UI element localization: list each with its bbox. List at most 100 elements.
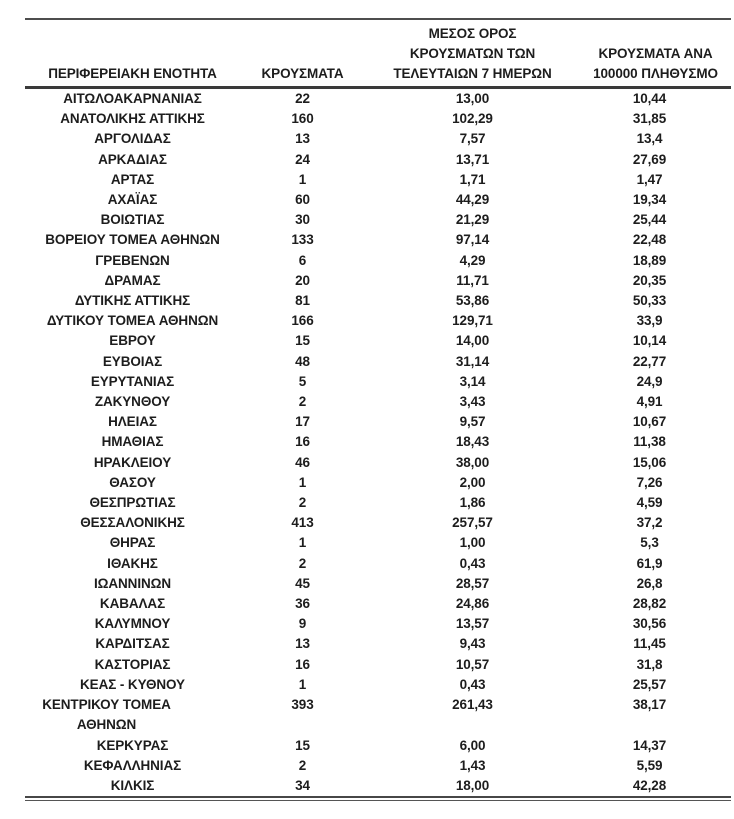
avg-7day-cell: 6,00 <box>459 737 486 753</box>
avg-7day-cell: 0,43 <box>459 555 486 571</box>
per-100k-cell: 27,69 <box>632 151 667 167</box>
cases-cell: 60 <box>295 192 310 208</box>
cases-cell: 45 <box>295 575 310 591</box>
avg-7day-cell: 2,00 <box>459 474 486 490</box>
cases-cell: 20 <box>295 272 310 288</box>
table-row: ΙΘΑΚΗΣ 2 0,43 61,9 <box>25 554 731 574</box>
cases-cell: 160 <box>291 111 314 127</box>
cases-cell: 1 <box>298 676 307 692</box>
cases-cell: 16 <box>295 656 310 672</box>
avg-7day-cell: 10,57 <box>455 656 490 672</box>
avg-7day-cell: 3,14 <box>459 373 486 389</box>
table-row: ΚΑΣΤΟΡΙΑΣ 16 10,57 31,8 <box>25 655 731 675</box>
table-row: ΔΥΤΙΚΟΥ ΤΟΜΕΑ ΑΘΗΝΩΝ 166 129,71 33,9 <box>25 311 731 331</box>
avg-7day-cell: 38,00 <box>455 454 490 470</box>
table-row: ΚΑΛΥΜΝΟΥ 9 13,57 30,56 <box>25 614 731 634</box>
cases-cell: 6 <box>298 252 307 268</box>
cases-cell: 15 <box>295 737 310 753</box>
cases-cell: 2 <box>298 555 307 571</box>
per-100k-cell: 13,4 <box>636 131 663 147</box>
table-row: ΗΛΕΙΑΣ 17 9,57 10,67 <box>25 412 731 432</box>
region-name-cell: ΑΧΑΪΑΣ <box>107 192 158 208</box>
cases-cell: 34 <box>295 777 310 793</box>
avg-7day-cell: 13,71 <box>455 151 490 167</box>
avg-7day-cell: 257,57 <box>452 515 493 531</box>
per-100k-cell: 7,26 <box>636 474 663 490</box>
per-100k-cell: 10,44 <box>632 91 667 106</box>
table-row: ΑΡΚΑΔΙΑΣ 24 13,71 27,69 <box>25 150 731 170</box>
avg-7day-cell: 28,57 <box>455 575 490 591</box>
region-name-cell: ΑΡΤΑΣ <box>110 171 155 187</box>
region-name-cell: ΚΕΡΚΥΡΑΣ <box>96 737 169 753</box>
cases-cell: 5 <box>298 373 307 389</box>
cases-cell: 2 <box>298 394 307 410</box>
per-100k-cell: 25,57 <box>632 676 667 692</box>
cases-cell: 1 <box>298 535 307 551</box>
column-header-7day-average: ΜΕΣΟΣ ΟΡΟΣ ΚΡΟΥΣΜΑΤΩΝ ΤΩΝ ΤΕΛΕΥΤΑΙΩΝ 7 Η… <box>393 26 552 81</box>
per-100k-cell: 14,37 <box>632 737 667 753</box>
per-100k-cell: 42,28 <box>632 777 667 793</box>
avg-7day-cell: 18,00 <box>455 777 490 793</box>
column-header-cases: ΚΡΟΥΣΜΑΤΑ <box>261 66 344 81</box>
avg-7day-cell: 53,86 <box>455 293 490 309</box>
table-row: ΕΥΡΥΤΑΝΙΑΣ 5 3,14 24,9 <box>25 372 731 392</box>
region-name-cell: ΚΕΦΑΛΛΗΝΙΑΣ <box>83 757 182 773</box>
region-name-cell: ΒΟΙΩΤΙΑΣ <box>100 212 165 228</box>
region-name-cell: ΕΥΒΟΙΑΣ <box>102 353 163 369</box>
table-row: ΙΩΑΝΝΙΝΩΝ 45 28,57 26,8 <box>25 574 731 594</box>
region-name-cell: ΕΥΡΥΤΑΝΙΑΣ <box>90 373 175 389</box>
table-row: ΚΕΑΣ - ΚΥΘΝΟΥ 1 0,43 25,57 <box>25 675 731 695</box>
region-name-cell: ΔΥΤΙΚΗΣ ΑΤΤΙΚΗΣ <box>74 293 191 309</box>
table-row: ΗΜΑΘΙΑΣ 16 18,43 11,38 <box>25 432 731 452</box>
region-name-cell: ΑΡΚΑΔΙΑΣ <box>98 151 167 167</box>
column-header-region: ΠΕΡΙΦΕΡΕΙΑΚΗ ΕΝΟΤΗΤΑ <box>48 66 217 81</box>
cases-cell: 22 <box>295 91 310 106</box>
avg-7day-cell: 13,57 <box>455 616 490 632</box>
column-header-cases-per-100k: ΚΡΟΥΣΜΑΤΑ ΑΝΑ 100000 ΠΛΗΘΥΣΜΟ <box>593 46 718 81</box>
avg-7day-cell: 11,71 <box>456 272 489 288</box>
per-100k-cell: 24,9 <box>636 373 663 389</box>
avg-7day-cell: 261,43 <box>452 697 493 713</box>
cases-cell: 24 <box>295 151 310 167</box>
per-100k-cell: 33,9 <box>636 313 663 329</box>
cases-cell: 46 <box>295 454 310 470</box>
cases-cell: 36 <box>295 596 310 612</box>
cases-cell: 1 <box>298 171 307 187</box>
per-100k-cell: 22,48 <box>632 232 667 248</box>
cases-cell: 48 <box>295 353 310 369</box>
table-bottom-rule <box>25 796 731 802</box>
region-name-cell: ΑΝΑΤΟΛΙΚΗΣ ΑΤΤΙΚΗΣ <box>60 111 205 127</box>
avg-7day-cell: 102,29 <box>452 111 493 127</box>
per-100k-cell: 38,17 <box>632 697 667 713</box>
per-100k-cell: 10,14 <box>632 333 667 349</box>
region-name-cell: ΙΩΑΝΝΙΝΩΝ <box>94 575 171 591</box>
table-row: ΘΗΡΑΣ 1 1,00 5,3 <box>25 533 731 553</box>
per-100k-cell: 5,59 <box>636 757 663 773</box>
avg-7day-cell: 18,43 <box>455 434 490 450</box>
cases-cell: 13 <box>295 636 310 652</box>
region-name-cell: ΔΥΤΙΚΟΥ ΤΟΜΕΑ ΑΘΗΝΩΝ <box>46 313 219 329</box>
per-100k-cell: 4,91 <box>636 394 663 410</box>
per-100k-cell: 11,38 <box>633 434 666 450</box>
table-row: ΑΙΤΩΛΟΑΚΑΡΝΑΝΙΑΣ 22 13,00 10,44 <box>25 89 731 109</box>
per-100k-cell: 30,56 <box>632 616 667 632</box>
avg-7day-cell: 7,57 <box>459 131 486 147</box>
region-name-cell: ΗΛΕΙΑΣ <box>108 414 157 430</box>
cases-cell: 9 <box>298 616 307 632</box>
table-row: ΕΒΡΟΥ 15 14,00 10,14 <box>25 331 731 351</box>
avg-7day-cell: 1,71 <box>459 171 486 187</box>
avg-7day-cell: 97,14 <box>455 232 490 248</box>
table-row: ΔΡΑΜΑΣ 20 11,71 20,35 <box>25 271 731 291</box>
region-name-cell: ΗΡΑΚΛΕΙΟΥ <box>93 454 172 470</box>
table-row: ΘΕΣΠΡΩΤΙΑΣ 2 1,86 4,59 <box>25 493 731 513</box>
per-100k-cell: 20,35 <box>632 272 667 288</box>
table-row: ΚΕΦΑΛΛΗΝΙΑΣ 2 1,43 5,59 <box>25 756 731 776</box>
table-row: ΚΑΡΔΙΤΣΑΣ 13 9,43 11,45 <box>25 634 731 654</box>
cases-cell: 2 <box>298 757 307 773</box>
cases-cell: 393 <box>291 697 314 713</box>
per-100k-cell: 15,06 <box>632 454 667 470</box>
table-row: ΑΡΓΟΛΙΔΑΣ 13 7,57 13,4 <box>25 129 731 149</box>
table-row: ΚΙΛΚΙΣ 34 18,00 42,28 <box>25 776 731 796</box>
region-name-cell: ΚΑΣΤΟΡΙΑΣ <box>94 656 171 672</box>
per-100k-cell: 31,85 <box>632 111 667 127</box>
